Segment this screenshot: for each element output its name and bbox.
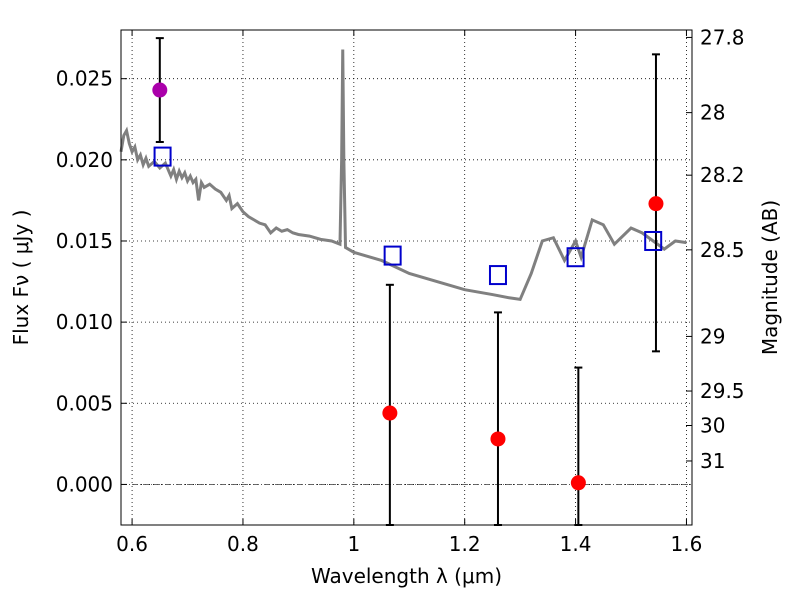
- y-right-axis-ticks: 27.8 28 28.2 28.5 29 29.5 30 31: [686, 25, 745, 473]
- x-tick-label: 1.4: [560, 532, 592, 556]
- x-tick-label: 0.8: [227, 532, 259, 556]
- y-tick-label: 0.020: [56, 148, 113, 172]
- model-band-markers: [153, 146, 663, 286]
- x-axis-ticks: 0.6 0.8 1 1.2 1.4 1.6: [116, 30, 702, 556]
- y-tick-label: 0.005: [56, 391, 113, 415]
- y-tick-label: 0.025: [56, 67, 113, 91]
- y-tick-label: 0.000: [56, 472, 113, 496]
- model-band-marker: [644, 230, 663, 251]
- x-tick-label: 1: [347, 532, 360, 556]
- photometry-points: [152, 82, 664, 491]
- plot-frame: [120, 29, 693, 526]
- x-axis-title: Wavelength λ (μm): [311, 564, 502, 588]
- model-band-marker: [566, 247, 585, 268]
- y-right-tick-label: 31: [700, 449, 725, 473]
- y-right-tick-label: 28: [700, 101, 725, 125]
- x-tick-label: 1.2: [449, 532, 481, 556]
- nir-photometry-point: [570, 475, 586, 491]
- error-bars: [155, 37, 660, 526]
- nir-photometry-point: [648, 196, 664, 212]
- model-spectrum-line: [119, 49, 687, 302]
- y-right-tick-label: 29.5: [700, 379, 745, 403]
- nir-photometry-point: [382, 405, 398, 421]
- y-right-tick-label: 28.5: [700, 238, 745, 262]
- model-band-marker: [383, 245, 402, 266]
- y-tick-label: 0.010: [56, 310, 113, 334]
- y-axis-title: Flux Fν ( μJy ): [9, 210, 33, 346]
- y-axis-ticks: 0.000 0.005 0.010 0.015 0.020 0.025: [56, 67, 127, 496]
- y-right-tick-label: 27.8: [700, 25, 745, 49]
- model-band-marker: [488, 265, 507, 286]
- y-right-tick-label: 30: [700, 414, 725, 438]
- x-tick-label: 1.6: [671, 532, 703, 556]
- y-right-tick-label: 28.2: [700, 163, 745, 187]
- y-right-tick-label: 29: [700, 324, 725, 348]
- grid: [121, 30, 692, 525]
- nir-photometry-point: [490, 431, 506, 447]
- y-right-axis-title: Magnitude (AB): [758, 200, 782, 355]
- optical-photometry-point: [152, 82, 168, 98]
- x-tick-label: 0.6: [116, 532, 148, 556]
- y-tick-label: 0.015: [56, 229, 113, 253]
- model-band-marker: [153, 146, 172, 167]
